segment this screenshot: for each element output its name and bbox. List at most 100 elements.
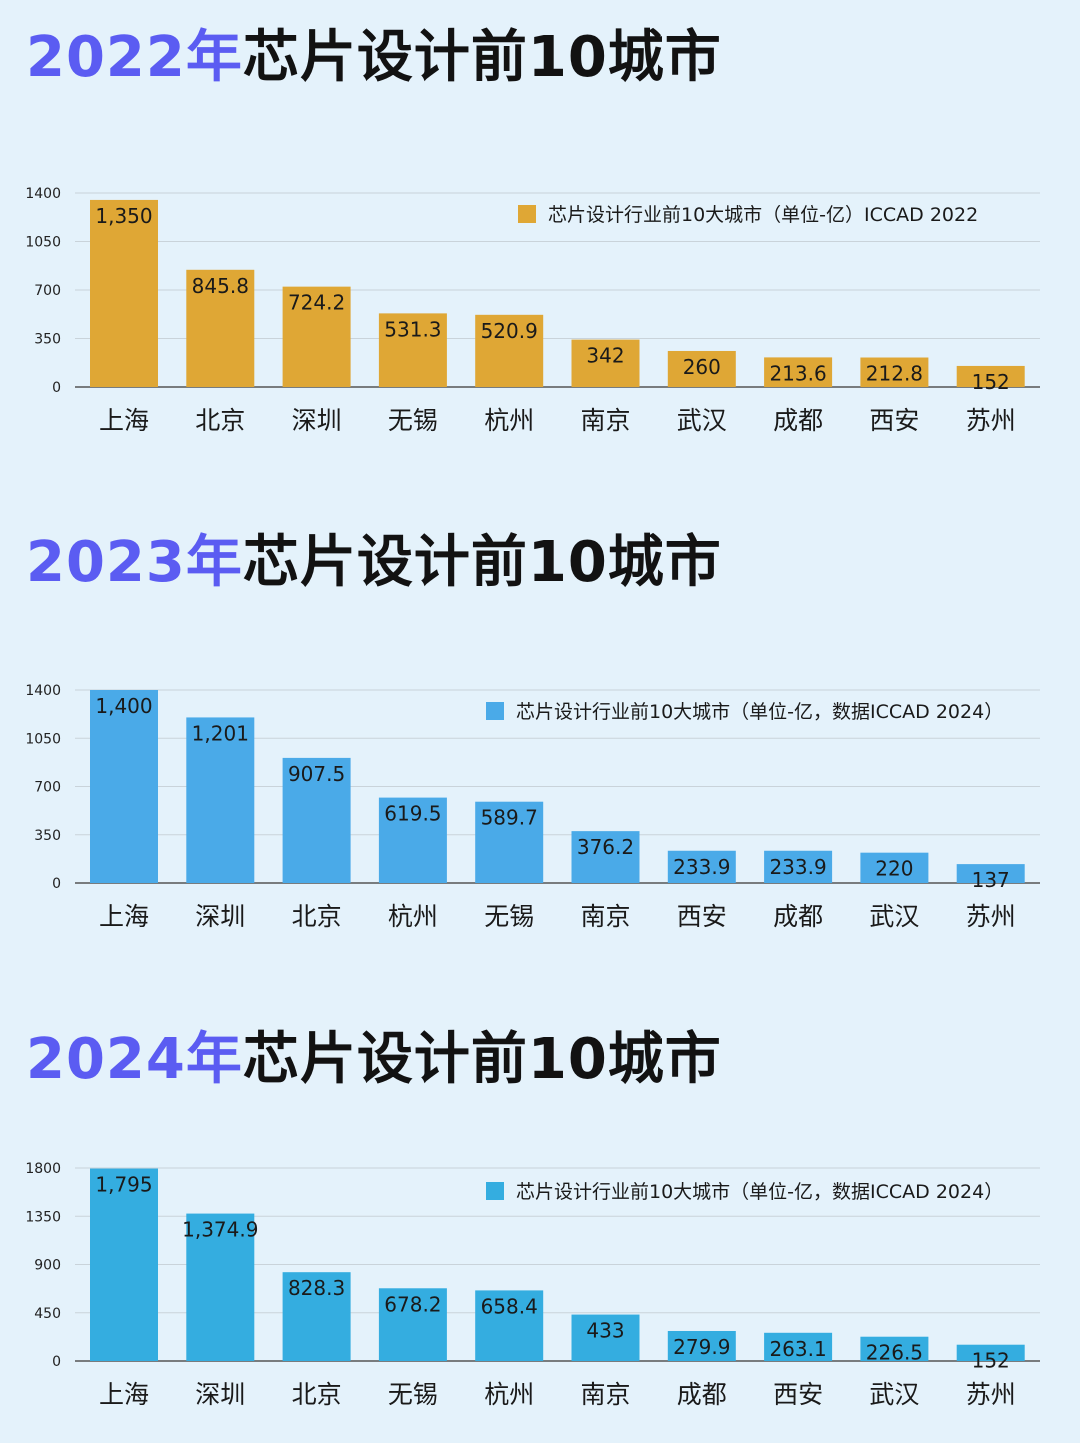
category-label: 南京 <box>580 902 630 931</box>
y-tick-label: 1400 <box>25 186 61 202</box>
category-label: 武汉 <box>869 1380 919 1409</box>
category-label: 上海 <box>99 1380 149 1409</box>
chart-title-2022: 2022年芯片设计前10城市 <box>26 30 722 86</box>
category-label: 无锡 <box>484 902 534 931</box>
y-tick-label: 0 <box>52 876 61 892</box>
category-label: 西安 <box>869 406 919 435</box>
y-tick-label: 350 <box>34 828 61 844</box>
y-tick-label: 700 <box>34 283 61 299</box>
data-label: 907.5 <box>288 762 345 786</box>
bar <box>764 357 833 387</box>
legend-label: 芯片设计行业前10大城市（单位-亿，数据ICCAD 2024） <box>516 1181 1003 1203</box>
data-label: 619.5 <box>384 802 441 826</box>
data-label: 263.1 <box>769 1337 826 1361</box>
category-label: 杭州 <box>484 406 534 435</box>
data-label: 1,201 <box>192 721 249 745</box>
chart-title-2024: 2024年芯片设计前10城市 <box>26 1032 722 1088</box>
category-label: 成都 <box>773 902 823 931</box>
bar <box>475 314 544 387</box>
bar <box>860 852 929 883</box>
title-year: 2022年 <box>26 25 243 90</box>
title-year: 2023年 <box>26 530 243 595</box>
data-label: 433 <box>586 1319 624 1343</box>
bar <box>475 1290 544 1361</box>
category-label: 杭州 <box>484 1380 534 1409</box>
category-label: 西安 <box>773 1380 823 1409</box>
data-label: 137 <box>972 868 1010 892</box>
category-label: 南京 <box>580 406 630 435</box>
bar <box>378 797 447 883</box>
data-label: 531.3 <box>384 317 441 341</box>
bar <box>571 831 640 883</box>
category-label: 北京 <box>292 902 342 931</box>
title-year: 2024年 <box>26 1027 243 1092</box>
category-label: 北京 <box>292 1380 342 1409</box>
bar <box>571 1314 640 1361</box>
bar <box>282 286 351 387</box>
category-label: 成都 <box>677 1380 727 1409</box>
y-tick-label: 900 <box>34 1258 61 1274</box>
data-label: 845.8 <box>192 274 249 298</box>
bar <box>956 1344 1025 1361</box>
category-label: 成都 <box>773 406 823 435</box>
category-label: 上海 <box>99 406 149 435</box>
y-tick-label: 1400 <box>25 683 61 699</box>
category-label: 苏州 <box>966 1380 1016 1409</box>
legend-swatch <box>486 702 504 720</box>
data-label: 1,400 <box>95 694 152 718</box>
bar <box>764 850 833 883</box>
data-label: 212.8 <box>866 362 923 386</box>
bar <box>667 1330 736 1361</box>
bar-chart-2023: 0 350 700 1050 1400 1,400 上海 1,201 深圳 907.5 北京 619.… <box>25 683 1040 931</box>
data-label: 658.4 <box>481 1294 538 1318</box>
data-label: 1,374.9 <box>182 1218 258 1242</box>
category-label: 武汉 <box>677 406 727 435</box>
bar <box>860 357 929 387</box>
category-label: 苏州 <box>966 902 1016 931</box>
bar-chart-2022: 0 350 700 1050 1400 1,350 上海 845.8 北京 724.2 深圳 531.… <box>25 186 1040 435</box>
y-tick-label: 450 <box>34 1306 61 1322</box>
bar <box>282 1272 351 1361</box>
data-label: 342 <box>586 344 624 368</box>
category-label: 南京 <box>580 1380 630 1409</box>
data-label: 589.7 <box>481 806 538 830</box>
legend-label: 芯片设计行业前10大城市（单位-亿）ICCAD 2022 <box>548 204 978 226</box>
bar <box>667 350 736 387</box>
data-label: 1,350 <box>95 204 152 228</box>
data-label: 226.5 <box>866 1341 923 1365</box>
y-tick-label: 1050 <box>25 235 61 251</box>
data-label: 724.2 <box>288 291 345 315</box>
category-label: 杭州 <box>388 902 438 931</box>
data-label: 220 <box>875 857 913 881</box>
category-label: 无锡 <box>388 406 438 435</box>
category-label: 深圳 <box>195 902 245 931</box>
y-tick-label: 0 <box>52 1354 61 1370</box>
category-label: 深圳 <box>195 1380 245 1409</box>
bar <box>764 1332 833 1361</box>
chart-title-2023: 2023年芯片设计前10城市 <box>26 535 722 591</box>
bar <box>956 365 1025 387</box>
bar <box>378 1288 447 1361</box>
bar <box>956 864 1025 883</box>
bar <box>378 313 447 387</box>
bar <box>475 801 544 883</box>
legend-swatch <box>518 205 536 223</box>
data-label: 279.9 <box>673 1335 730 1359</box>
data-label: 1,795 <box>95 1173 152 1197</box>
data-label: 233.9 <box>769 855 826 879</box>
title-text: 芯片设计前10城市 <box>242 1027 722 1092</box>
data-label: 520.9 <box>481 319 538 343</box>
y-tick-label: 1800 <box>25 1161 61 1177</box>
y-tick-label: 700 <box>34 780 61 796</box>
data-label: 152 <box>972 370 1010 394</box>
category-label: 北京 <box>195 406 245 435</box>
bar <box>571 339 640 387</box>
data-label: 678.2 <box>384 1292 441 1316</box>
bar <box>90 1168 158 1361</box>
y-tick-label: 1050 <box>25 731 61 747</box>
y-tick-label: 1350 <box>25 1209 61 1225</box>
bar <box>186 1213 255 1361</box>
y-tick-label: 350 <box>34 332 61 348</box>
bar <box>667 850 736 883</box>
